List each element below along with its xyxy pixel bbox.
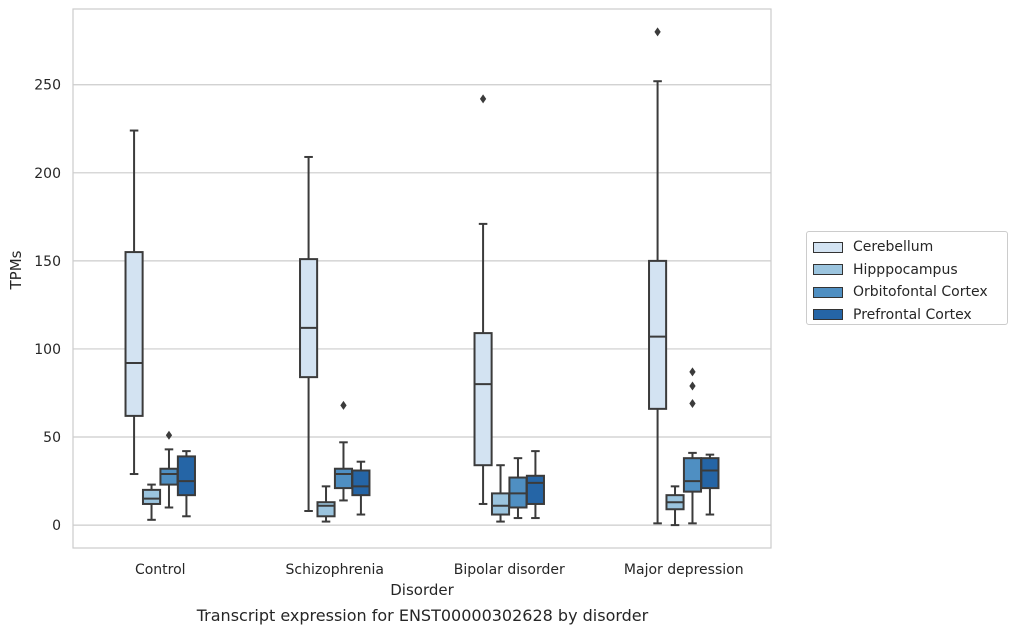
outlier-point [165, 430, 173, 440]
legend-swatch-prefrontal-cortex [813, 309, 843, 321]
box-plot [176, 450, 196, 518]
box-plot [682, 367, 703, 525]
x-tick-label: Schizophrenia [286, 562, 384, 578]
box-plot [299, 155, 319, 513]
outlier-point [654, 27, 661, 37]
y-tick-label: 200 [34, 166, 61, 182]
box [525, 474, 545, 505]
box-plot [700, 453, 720, 516]
box [124, 251, 144, 417]
outlier-point [340, 400, 347, 410]
y-tick-label: 100 [34, 342, 61, 358]
box-plot [508, 457, 528, 520]
box [333, 467, 354, 490]
x-axis-title: Disorder [390, 581, 454, 599]
box-plot [333, 400, 354, 502]
legend-swatch-cerebellum [813, 241, 843, 253]
legend-swatch-orbitofrontal-cortex [813, 286, 843, 298]
outlier-point [479, 94, 487, 104]
x-tick-labels: Control Schizophrenia Bipolar disorder Majo… [135, 562, 744, 578]
legend-label: Orbitofontal Cortex [853, 284, 988, 301]
x-tick-label: Control [135, 562, 186, 578]
plot-frame [72, 8, 772, 549]
box [351, 469, 371, 497]
box-plot [525, 450, 545, 520]
legend-label: Hipppocampus [853, 261, 958, 278]
box [682, 457, 703, 493]
legend-label: Prefrontal Cortex [853, 306, 972, 323]
box [141, 488, 162, 505]
chart-caption: Transcript expression for ENST0000030262… [196, 606, 649, 625]
box-plot [351, 460, 371, 516]
box-plot [648, 27, 668, 525]
y-tick-label: 250 [34, 78, 61, 94]
legend: Cerebellum Hipppocampus Orbitofontal Cor… [806, 231, 1008, 325]
box-plot [665, 485, 685, 527]
box-plot [490, 464, 511, 523]
box-plot [159, 430, 179, 509]
legend-label: Cerebellum [853, 239, 934, 256]
legend-item-cerebellum: Cerebellum [813, 236, 1007, 259]
legend-item-prefrontal-cortex: Prefrontal Cortex [813, 304, 1007, 327]
box [700, 457, 720, 490]
box-plot [316, 485, 336, 523]
box [299, 258, 319, 379]
box [490, 492, 511, 516]
legend-item-hippocampus: Hipppocampus [813, 259, 1007, 282]
x-tick-label: Bipolar disorder [454, 562, 565, 578]
box-plot [473, 94, 493, 505]
y-tick-label: 50 [43, 430, 61, 446]
box [473, 332, 493, 467]
gridlines [73, 84, 771, 526]
box [316, 501, 336, 518]
box-plots [124, 27, 720, 527]
box-plot [141, 483, 162, 521]
x-tick-label: Major depression [624, 562, 744, 578]
y-tick-label: 150 [34, 254, 61, 270]
box [176, 455, 196, 497]
y-tick-labels: 0 50 100 150 200 250 [34, 78, 61, 534]
y-axis-title: TPMs [7, 250, 25, 290]
box [159, 467, 179, 486]
outlier-point [689, 399, 696, 409]
legend-item-orbitofrontal-cortex: Orbitofontal Cortex [813, 281, 1007, 304]
box-plot [124, 129, 144, 476]
outlier-point [689, 381, 696, 391]
box [648, 259, 668, 410]
outlier-point [689, 367, 696, 377]
y-tick-label: 0 [52, 518, 61, 534]
legend-swatch-hippocampus [813, 264, 843, 276]
